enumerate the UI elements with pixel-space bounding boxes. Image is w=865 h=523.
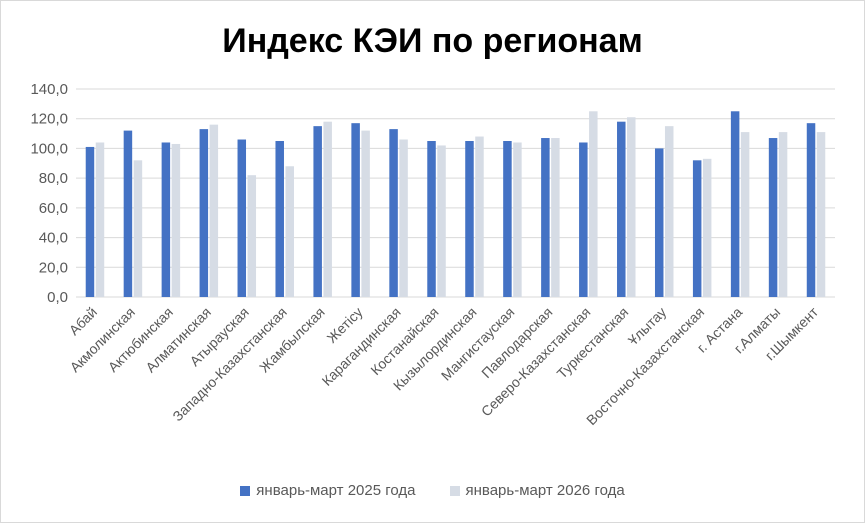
y-tick-label: 20,0 <box>39 259 68 276</box>
bar-2026 <box>664 126 674 298</box>
y-tick-label: 80,0 <box>39 170 68 187</box>
y-tick-label: 120,0 <box>30 111 68 128</box>
bar-2026 <box>437 145 446 297</box>
bar-2026 <box>171 143 181 297</box>
bar-2025 <box>237 139 247 297</box>
bar-2026 <box>816 132 826 297</box>
legend-swatch-2026 <box>449 485 460 496</box>
bar-2025 <box>351 123 360 298</box>
bar-2026 <box>399 139 408 297</box>
bar-2026 <box>475 136 484 297</box>
bar-2025 <box>465 141 474 297</box>
bar-2025 <box>730 111 740 298</box>
bar-2026 <box>247 175 257 297</box>
bar-2026 <box>589 111 598 298</box>
bar-2025 <box>85 146 95 297</box>
bar-2025 <box>579 142 588 297</box>
bar-2026 <box>361 130 370 297</box>
bar-2025 <box>541 138 550 297</box>
y-tick-label: 0,0 <box>47 289 68 306</box>
bar-2026 <box>702 158 712 297</box>
legend: январь-март 2025 года январь-март 2026 г… <box>0 482 865 499</box>
y-tick-label: 60,0 <box>39 200 68 217</box>
bar-2025 <box>768 138 778 297</box>
y-tick-label: 100,0 <box>30 140 68 157</box>
bar-2026 <box>95 142 105 297</box>
bar-2025 <box>389 129 398 297</box>
bar-2025 <box>123 130 133 297</box>
bar-2026 <box>627 117 636 297</box>
chart-title: Индекс КЭИ по регионам <box>222 22 643 60</box>
bar-2026 <box>513 142 522 297</box>
x-tick-label: Абай <box>66 304 100 338</box>
bar-2026 <box>551 138 560 297</box>
bar-2025 <box>503 141 512 297</box>
bar-2026 <box>209 124 219 298</box>
legend-label-2025: январь-март 2025 года <box>256 482 416 499</box>
bar-2025 <box>692 160 702 297</box>
bar-2025 <box>199 129 209 297</box>
bar-2025 <box>806 123 816 298</box>
bar-2026 <box>778 132 788 297</box>
bar-2026 <box>323 121 332 297</box>
bar-2026 <box>740 132 750 297</box>
bar-2025 <box>313 126 322 298</box>
bar-2026 <box>285 166 294 297</box>
legend-item-2026: январь-март 2026 года <box>449 482 625 499</box>
bar-2026 <box>133 160 143 297</box>
bar-2025 <box>654 148 664 297</box>
bar-2025 <box>427 141 436 297</box>
bar-2025 <box>161 142 171 297</box>
legend-label-2026: январь-март 2026 года <box>465 482 625 499</box>
y-tick-label: 40,0 <box>39 230 68 247</box>
y-tick-label: 140,0 <box>30 81 68 98</box>
legend-swatch-2025 <box>240 485 251 496</box>
bar-2025 <box>275 141 284 297</box>
bar-2025 <box>617 121 626 297</box>
legend-item-2025: январь-март 2025 года <box>240 482 416 499</box>
